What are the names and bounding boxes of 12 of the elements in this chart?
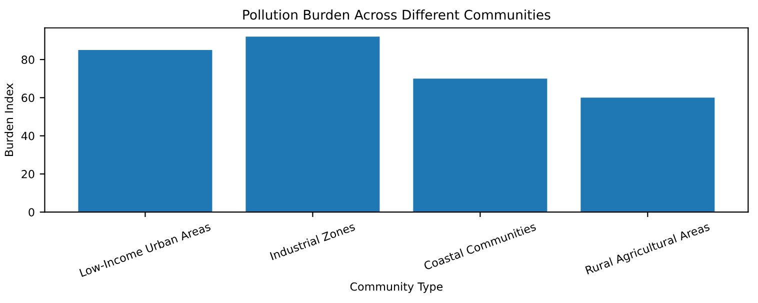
y-tick-label: 60 — [22, 94, 34, 102]
bar — [413, 78, 548, 212]
y-tick-label: 40 — [21, 132, 34, 140]
bar — [78, 50, 212, 212]
x-axis-title: Community Type — [350, 282, 443, 293]
y-tick-label: 20 — [22, 170, 34, 178]
y-tick-label: 80 — [22, 56, 34, 64]
chart-title: Pollution Burden Across Different Communities — [243, 10, 550, 20]
bar — [580, 98, 715, 212]
y-tick-label: 0 — [28, 208, 34, 216]
bar — [246, 36, 380, 212]
y-axis-title: Burden Index — [4, 83, 14, 156]
